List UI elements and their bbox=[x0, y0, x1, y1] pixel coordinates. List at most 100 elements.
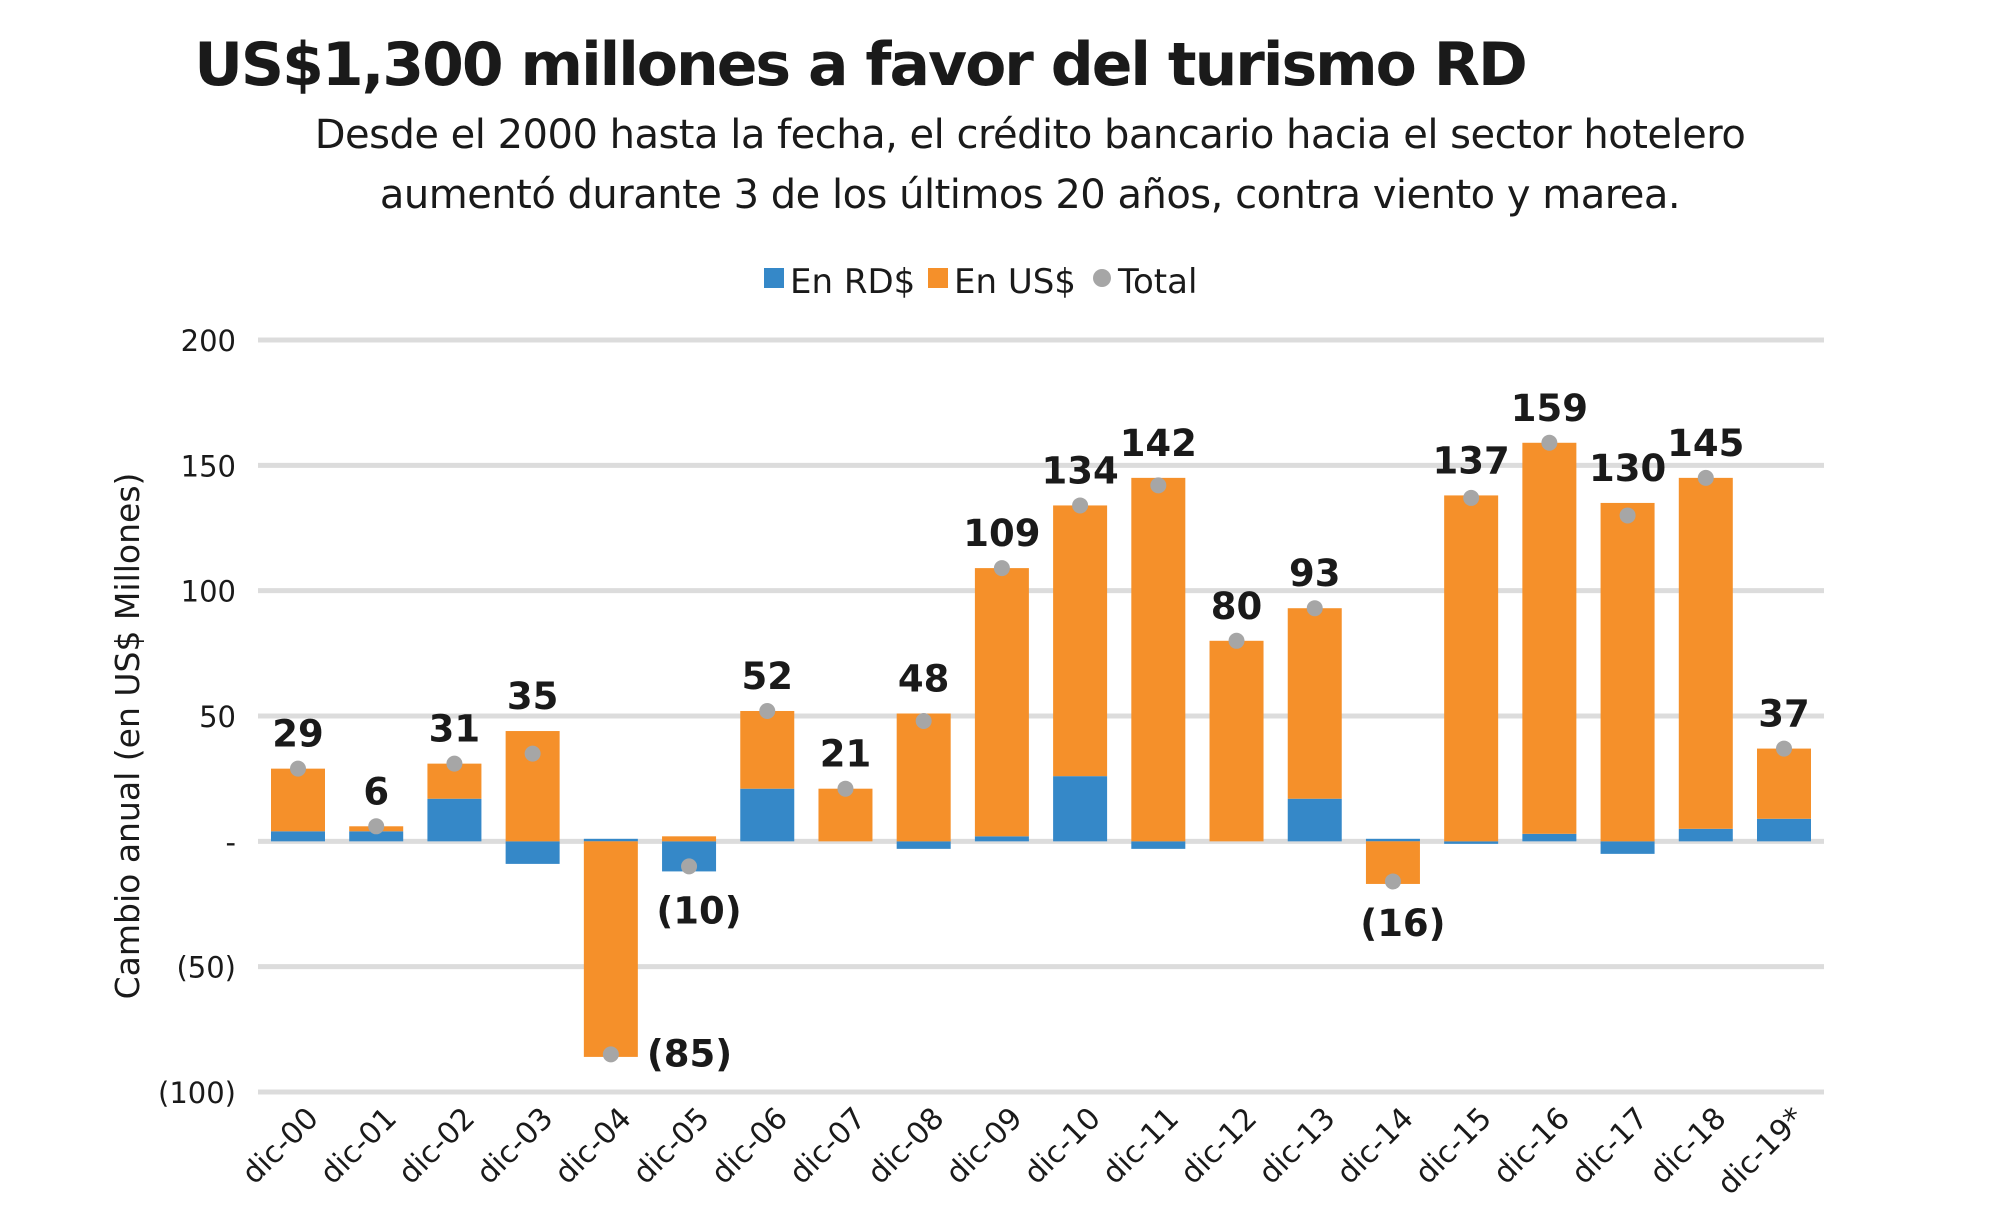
data-label: 145 bbox=[1667, 422, 1744, 465]
total-point bbox=[524, 745, 541, 762]
data-label: 134 bbox=[1041, 449, 1118, 492]
y-tick-label: - bbox=[226, 825, 236, 859]
bar-segment-us bbox=[1053, 505, 1108, 777]
total-point bbox=[446, 755, 463, 772]
bar-segment-rd bbox=[1444, 841, 1499, 844]
bar-segment-rd bbox=[583, 838, 638, 842]
x-tick-label: dic-00 bbox=[235, 1101, 325, 1191]
y-tick-label: 100 bbox=[181, 575, 236, 609]
bar-segment-us bbox=[818, 788, 873, 842]
x-tick-label: dic-01 bbox=[313, 1101, 403, 1191]
total-point bbox=[759, 702, 776, 719]
total-point bbox=[1697, 469, 1714, 486]
data-label: 48 bbox=[898, 657, 950, 700]
x-tick-label: dic-14 bbox=[1330, 1101, 1420, 1191]
x-tick-label: dic-02 bbox=[392, 1101, 482, 1191]
data-label: 35 bbox=[507, 675, 559, 718]
x-tick-label: dic-05 bbox=[626, 1101, 716, 1191]
x-tick-label: dic-10 bbox=[1017, 1101, 1107, 1191]
x-tick-label: dic-16 bbox=[1487, 1101, 1577, 1191]
total-point bbox=[837, 780, 854, 797]
bar-segment-rd bbox=[1053, 776, 1108, 842]
bar-segment-rd bbox=[1131, 841, 1186, 849]
data-label: 37 bbox=[1758, 693, 1810, 736]
data-label: 29 bbox=[272, 713, 324, 756]
x-tick-label: dic-12 bbox=[1174, 1101, 1264, 1191]
bar-segment-us bbox=[1131, 477, 1186, 842]
legend-swatch-enus bbox=[928, 268, 948, 288]
y-tick-label: 50 bbox=[199, 700, 236, 734]
bar-segment-rd bbox=[974, 836, 1029, 842]
data-label: 137 bbox=[1433, 439, 1510, 482]
bar-segment-rd bbox=[1600, 841, 1655, 854]
x-tick-label: dic-06 bbox=[704, 1101, 794, 1191]
bar-segment-rd bbox=[1287, 798, 1342, 842]
bar-segment-rd bbox=[1757, 818, 1811, 842]
bar-segment-us bbox=[1678, 477, 1733, 829]
y-axis-label: Cambio anual (en US$ Millones) bbox=[108, 473, 147, 1000]
data-label: 80 bbox=[1211, 585, 1263, 628]
bar-segment-us bbox=[1757, 748, 1811, 819]
data-label: 130 bbox=[1589, 447, 1666, 490]
bar-segment-rd bbox=[349, 831, 404, 842]
bar-segment-us bbox=[974, 568, 1029, 837]
bar-segment-us bbox=[1522, 442, 1577, 834]
x-tick-label: dic-04 bbox=[548, 1101, 638, 1191]
bar-segment-rd bbox=[740, 788, 795, 842]
data-label: (10) bbox=[656, 889, 741, 932]
data-label: (85) bbox=[647, 1032, 732, 1075]
total-point bbox=[290, 760, 306, 777]
total-point bbox=[1541, 434, 1558, 451]
total-point bbox=[681, 858, 698, 875]
x-tick-label: dic-15 bbox=[1408, 1101, 1498, 1191]
data-label: 6 bbox=[363, 770, 389, 813]
x-tick-label: dic-03 bbox=[470, 1101, 560, 1191]
data-label: 52 bbox=[742, 655, 794, 698]
bar-segment-us bbox=[1209, 640, 1264, 842]
bar-segment-rd bbox=[505, 841, 560, 864]
bar-segment-us bbox=[1444, 495, 1499, 842]
legend-label: En RD$ bbox=[790, 262, 915, 302]
bar-segment-rd bbox=[1365, 838, 1420, 842]
data-label: 21 bbox=[820, 733, 872, 776]
legend-marker-total bbox=[1093, 269, 1111, 287]
data-label: 109 bbox=[963, 512, 1040, 555]
total-point bbox=[1306, 600, 1323, 617]
y-tick-label: 200 bbox=[181, 324, 236, 358]
data-label: 93 bbox=[1289, 552, 1341, 595]
total-point bbox=[1619, 507, 1636, 524]
data-label: 31 bbox=[429, 708, 481, 751]
y-tick-label: (50) bbox=[176, 951, 236, 985]
bar-segment-rd bbox=[896, 841, 951, 849]
total-point bbox=[1776, 740, 1792, 757]
bar-segment-rd bbox=[1522, 833, 1577, 842]
bar-segment-us bbox=[1600, 502, 1655, 842]
total-point bbox=[368, 818, 385, 835]
bar-segment-us bbox=[740, 710, 795, 789]
bar-segment-us bbox=[583, 841, 638, 1057]
bar-segment-rd bbox=[271, 831, 325, 842]
legend-label: En US$ bbox=[954, 262, 1076, 302]
bar-segment-rd bbox=[427, 798, 482, 842]
data-label: (16) bbox=[1360, 902, 1445, 945]
total-point bbox=[1072, 497, 1089, 514]
bar-segment-us bbox=[1287, 608, 1342, 799]
total-point bbox=[915, 713, 932, 730]
data-label: 142 bbox=[1120, 422, 1197, 465]
legend-swatch-enrd bbox=[764, 268, 784, 288]
x-tick-label: dic-13 bbox=[1252, 1101, 1342, 1191]
y-tick-label: 150 bbox=[181, 449, 236, 483]
bar-segment-us bbox=[271, 768, 325, 832]
legend-label: Total bbox=[1117, 262, 1197, 302]
x-tick-label: dic-11 bbox=[1096, 1101, 1186, 1191]
total-point bbox=[1463, 489, 1480, 506]
chart-title: US$1,300 millones a favor del turismo RD bbox=[194, 30, 1528, 100]
total-point bbox=[1384, 873, 1401, 890]
total-point bbox=[1228, 632, 1245, 649]
total-point bbox=[602, 1046, 619, 1063]
y-tick-label: (100) bbox=[158, 1076, 236, 1110]
total-point bbox=[1150, 477, 1167, 494]
bar-segment-rd bbox=[1678, 828, 1733, 842]
x-tick-label: dic-17 bbox=[1565, 1101, 1655, 1191]
